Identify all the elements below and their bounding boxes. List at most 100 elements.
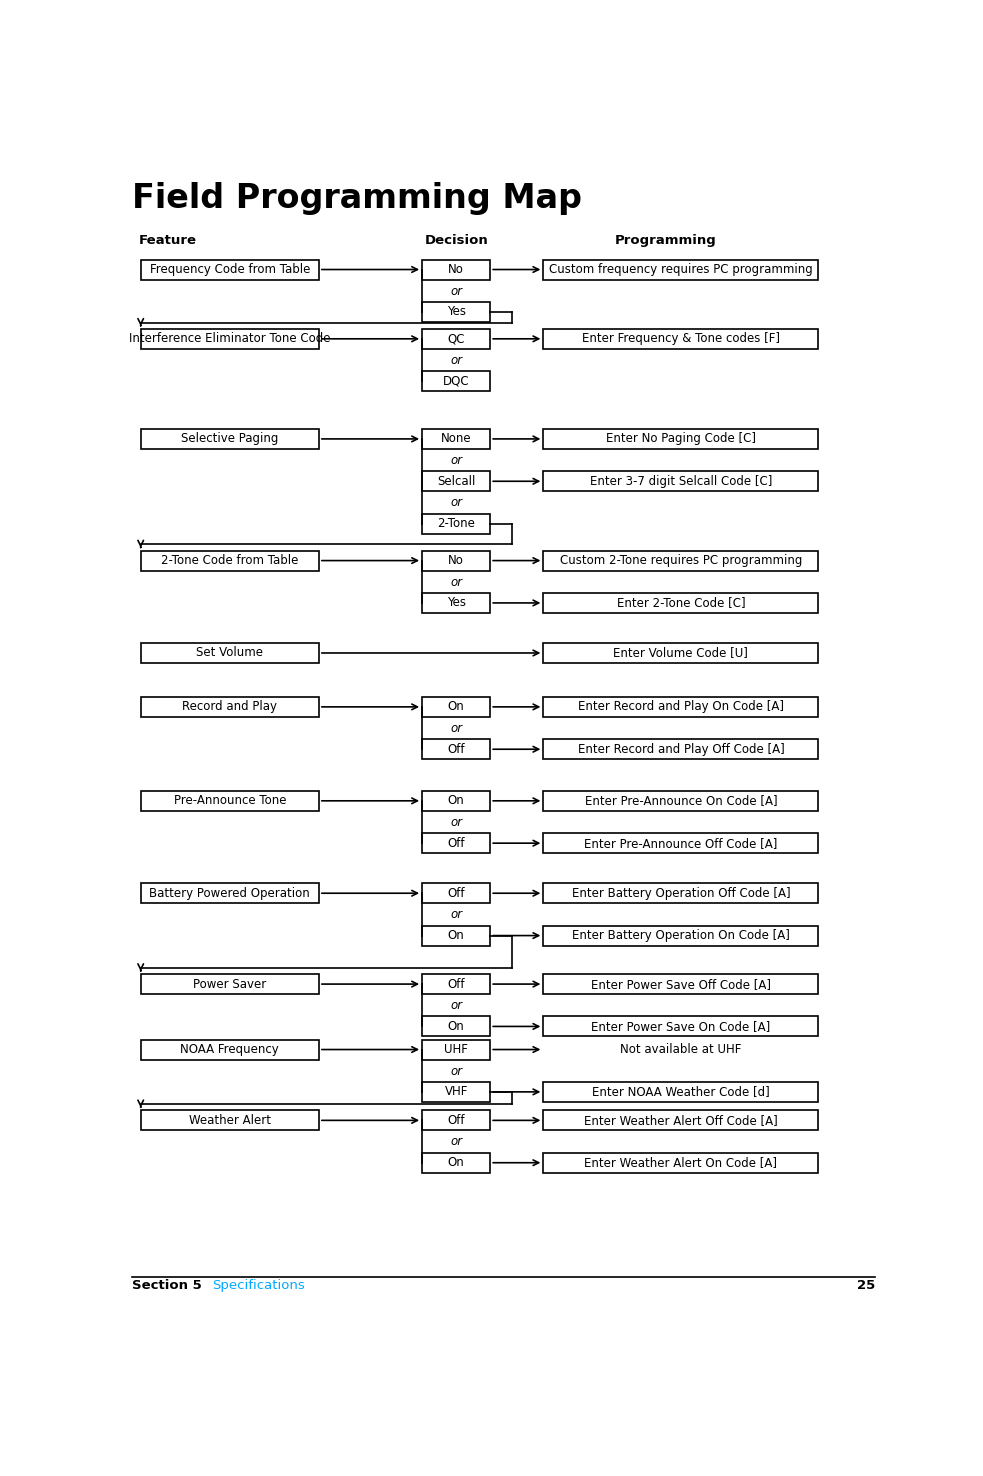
Bar [141, 329, 318, 348]
Bar [422, 430, 491, 449]
Text: Enter Power Save On Code [A]: Enter Power Save On Code [A] [591, 1020, 771, 1033]
Text: Enter No Paging Code [C]: Enter No Paging Code [C] [606, 432, 756, 446]
Text: UHF: UHF [444, 1044, 468, 1055]
Text: or: or [450, 576, 462, 589]
Bar [141, 430, 318, 449]
Text: or: or [450, 496, 462, 509]
Text: No: No [448, 554, 464, 567]
Bar [422, 697, 491, 717]
Bar [544, 883, 819, 903]
Text: Yes: Yes [446, 306, 466, 319]
Text: Programming: Programming [614, 233, 717, 246]
Text: Enter Pre-Announce On Code [A]: Enter Pre-Announce On Code [A] [585, 794, 778, 807]
Bar [141, 697, 318, 717]
Text: NOAA Frequency: NOAA Frequency [181, 1044, 279, 1055]
Bar [422, 329, 491, 348]
Text: 25: 25 [857, 1280, 876, 1293]
Bar [544, 329, 819, 348]
Bar [422, 303, 491, 322]
Text: Feature: Feature [139, 233, 197, 246]
Bar [422, 1082, 491, 1103]
Bar [422, 1017, 491, 1036]
Bar [422, 1153, 491, 1173]
Text: On: On [447, 701, 465, 713]
Text: Field Programming Map: Field Programming Map [132, 182, 582, 215]
Text: Power Saver: Power Saver [194, 977, 266, 990]
Bar [141, 974, 318, 995]
Text: Off: Off [447, 742, 465, 756]
Bar [422, 791, 491, 810]
Text: Decision: Decision [425, 233, 488, 246]
Bar [422, 260, 491, 279]
Text: Battery Powered Operation: Battery Powered Operation [149, 887, 311, 900]
Text: or: or [450, 722, 462, 735]
Bar [422, 551, 491, 571]
Bar [544, 593, 819, 613]
Text: Specifications: Specifications [212, 1280, 305, 1293]
Bar [141, 260, 318, 279]
Bar [544, 260, 819, 279]
Text: Enter Record and Play Off Code [A]: Enter Record and Play Off Code [A] [577, 742, 784, 756]
Text: Record and Play: Record and Play [182, 701, 277, 713]
Text: or: or [450, 816, 462, 830]
Text: Off: Off [447, 977, 465, 990]
Text: Custom 2-Tone requires PC programming: Custom 2-Tone requires PC programming [559, 554, 802, 567]
Text: Selcall: Selcall [436, 475, 476, 487]
Text: Enter Power Save Off Code [A]: Enter Power Save Off Code [A] [591, 977, 771, 990]
Text: or: or [450, 1135, 462, 1148]
Text: or: or [450, 455, 462, 466]
Text: On: On [447, 928, 465, 942]
Text: On: On [447, 1020, 465, 1033]
Text: Weather Alert: Weather Alert [189, 1114, 271, 1126]
Bar [422, 593, 491, 613]
Bar [544, 974, 819, 995]
Text: Set Volume: Set Volume [197, 646, 263, 660]
Text: Custom frequency requires PC programming: Custom frequency requires PC programming [549, 263, 813, 276]
Bar [544, 1082, 819, 1103]
Text: On: On [447, 794, 465, 807]
Bar [422, 1039, 491, 1060]
Bar [544, 1110, 819, 1131]
Bar [141, 791, 318, 810]
Bar [422, 471, 491, 492]
Text: None: None [440, 432, 472, 446]
Bar [544, 471, 819, 492]
Bar [141, 551, 318, 571]
Bar [544, 697, 819, 717]
Text: Enter Battery Operation Off Code [A]: Enter Battery Operation Off Code [A] [571, 887, 790, 900]
Text: Enter 2-Tone Code [C]: Enter 2-Tone Code [C] [616, 596, 745, 610]
Bar [544, 430, 819, 449]
Text: Yes: Yes [446, 596, 466, 610]
Text: or: or [450, 999, 462, 1013]
Bar [141, 883, 318, 903]
Text: Section 5: Section 5 [132, 1280, 202, 1293]
Text: Off: Off [447, 887, 465, 900]
Text: Enter Frequency & Tone codes [F]: Enter Frequency & Tone codes [F] [582, 332, 780, 345]
Bar [422, 832, 491, 853]
Bar [544, 1017, 819, 1036]
Text: QC: QC [447, 332, 465, 345]
Text: or: or [450, 285, 462, 298]
Text: Frequency Code from Table: Frequency Code from Table [149, 263, 310, 276]
Bar [141, 1039, 318, 1060]
Bar [544, 551, 819, 571]
Bar [544, 791, 819, 810]
Text: Enter Weather Alert Off Code [A]: Enter Weather Alert Off Code [A] [584, 1114, 778, 1126]
Text: Enter NOAA Weather Code [d]: Enter NOAA Weather Code [d] [592, 1085, 770, 1098]
Text: Enter Weather Alert On Code [A]: Enter Weather Alert On Code [A] [584, 1156, 778, 1169]
Bar [544, 644, 819, 663]
Text: VHF: VHF [444, 1085, 468, 1098]
Bar [544, 1153, 819, 1173]
Bar [422, 883, 491, 903]
Text: 2-Tone: 2-Tone [437, 517, 475, 530]
Bar [422, 739, 491, 759]
Bar [141, 644, 318, 663]
Text: Enter Pre-Announce Off Code [A]: Enter Pre-Announce Off Code [A] [584, 837, 778, 850]
Bar [141, 1110, 318, 1131]
Text: Selective Paging: Selective Paging [181, 432, 278, 446]
Text: Enter Volume Code [U]: Enter Volume Code [U] [613, 646, 748, 660]
Text: or: or [450, 354, 462, 368]
Text: or: or [450, 1064, 462, 1077]
Bar [422, 974, 491, 995]
Bar [422, 925, 491, 946]
